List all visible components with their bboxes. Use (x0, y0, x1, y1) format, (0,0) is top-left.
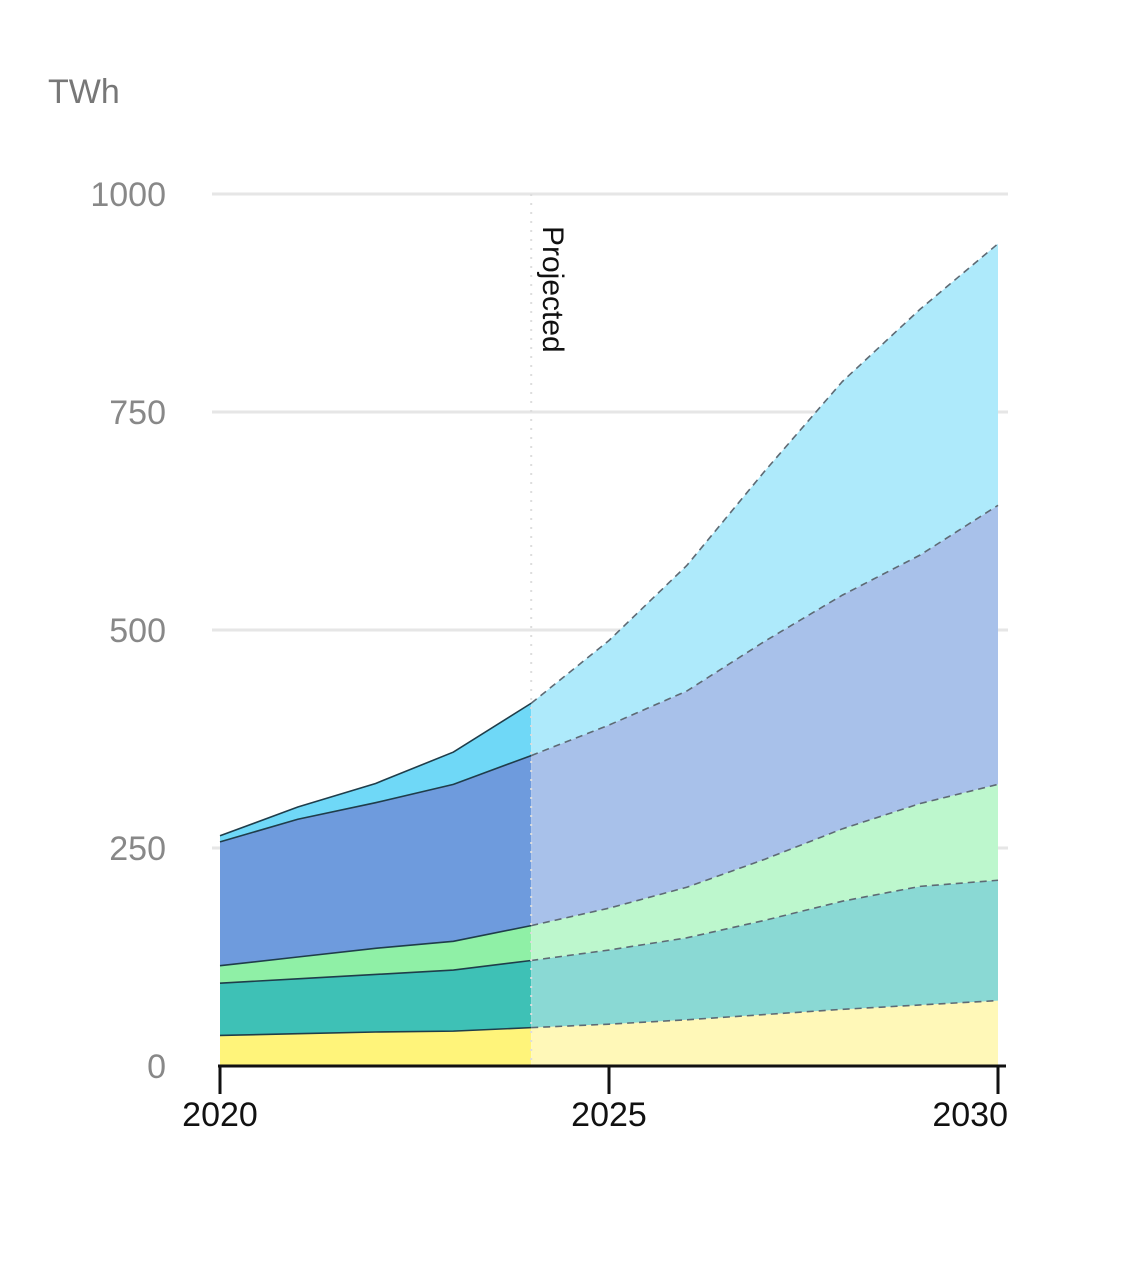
series-2-projected-outline (531, 879, 999, 962)
area-series-1-historical (220, 1027, 532, 1066)
area-series-1-projected (531, 1000, 998, 1066)
area-series-group (220, 243, 998, 1066)
x-tick-label: 2030 (932, 1096, 1008, 1134)
series-4-outline (219, 754, 532, 843)
area-series-3-projected (531, 784, 998, 961)
y-axis-label: TWh (48, 73, 120, 111)
projection-label: Projected (536, 226, 569, 353)
series-3-projected-outline (531, 783, 999, 927)
y-tick-label: 0 (147, 1048, 166, 1086)
y-tick-label: 750 (109, 394, 166, 432)
area-series-5-projected (531, 243, 998, 756)
series-3-outline (219, 924, 532, 967)
area-series-3-historical (220, 925, 532, 984)
y-tick-label: 1000 (90, 176, 166, 214)
y-tick-label: 250 (109, 830, 166, 868)
projection-marker: Projected (530, 194, 569, 1066)
series-4-projected-outline (530, 504, 999, 757)
x-axis: 2020 2025 2030 (182, 1064, 1008, 1134)
area-series-2-projected (531, 880, 998, 1028)
series-1-projected-outline (531, 999, 999, 1029)
area-series-4-historical (220, 755, 532, 966)
series-5-outline (219, 702, 532, 837)
series-2-outline (219, 959, 532, 984)
x-tick-label: 2020 (182, 1096, 258, 1134)
y-tick-label: 500 (109, 612, 166, 650)
area-series-4-projected (531, 505, 998, 926)
series-outline-group (219, 243, 999, 1037)
series-5-projected-outline (530, 243, 999, 704)
x-tick-label: 2025 (571, 1096, 647, 1134)
y-tick-labels: 0 250 500 750 1000 (90, 176, 166, 1086)
series-1-outline (219, 1026, 532, 1037)
